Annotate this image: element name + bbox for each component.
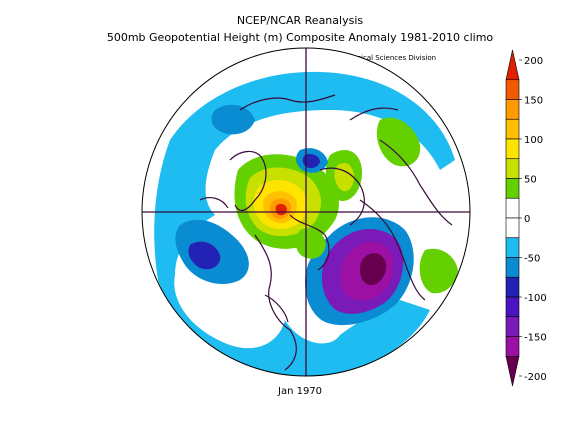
colorbar-label: -50 bbox=[524, 254, 540, 265]
colorbar-swatch bbox=[505, 118, 520, 140]
colorbar-swatch bbox=[505, 296, 520, 318]
colorbar-swatch bbox=[505, 178, 520, 199]
coastlines bbox=[199, 94, 453, 371]
colorbar-label: 100 bbox=[524, 135, 543, 146]
colorbar-swatch bbox=[505, 316, 520, 337]
colorbar-swatch bbox=[505, 197, 520, 219]
colorbar-label: 150 bbox=[524, 96, 543, 107]
colorbar-label: 0 bbox=[524, 214, 530, 225]
colorbar-swatch bbox=[505, 158, 520, 179]
colorbar-label: 200 bbox=[524, 56, 543, 67]
map-boundary bbox=[141, 47, 471, 377]
date-caption: Jan 1970 bbox=[278, 386, 323, 397]
colorbar-swatch bbox=[505, 336, 520, 357]
colorbar-swatch bbox=[505, 49, 520, 81]
colorbar-label: -150 bbox=[524, 333, 547, 344]
colorbar-label: -100 bbox=[524, 293, 547, 304]
colorbar-swatch bbox=[505, 217, 520, 239]
colorbar-swatch bbox=[505, 99, 520, 120]
colorbar-label: 50 bbox=[524, 175, 537, 186]
colorbar-swatch bbox=[505, 138, 520, 160]
colorbar: 200 150 100 50 0 -50 -100 -150 -200 bbox=[505, 49, 547, 387]
colorbar-label: -200 bbox=[524, 372, 547, 383]
map-title: NCEP/NCAR Reanalysis bbox=[236, 14, 364, 27]
colorbar-swatch bbox=[505, 237, 520, 258]
colorbar-swatch bbox=[505, 355, 520, 387]
credit-label: NOAA/ESRL Physical Sciences Division bbox=[302, 54, 437, 62]
colorbar-swatch bbox=[505, 79, 520, 100]
colorbar-swatch bbox=[505, 276, 520, 298]
map-subtitle: 500mb Geopotential Height (m) Composite … bbox=[106, 31, 494, 44]
colorbar-swatch bbox=[505, 257, 520, 278]
